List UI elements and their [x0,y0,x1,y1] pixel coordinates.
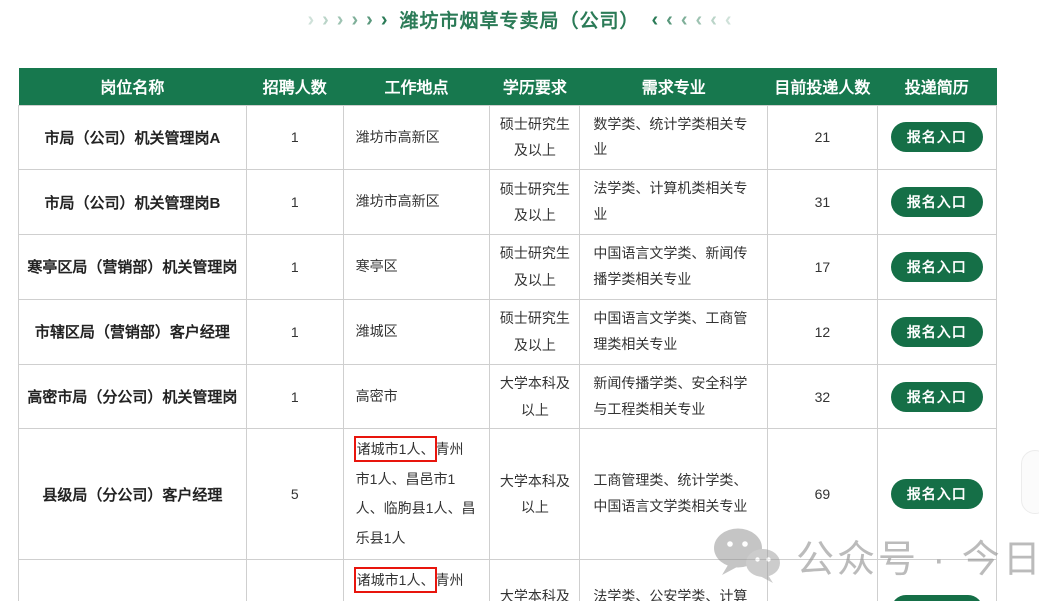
recruit-count: 1 [245,104,344,171]
work-location: 高密市 [342,363,491,430]
apply-button[interactable]: 报名入口 [890,251,983,282]
education-requirement: 大学本科及以上 [489,363,581,430]
location-text: 青州市1人、昌邑市1人、临朐县1人、昌乐县1人 [355,441,476,546]
table-header-row: 岗位名称 招聘人数 工作地点 学历要求 需求专业 目前投递人数 投递简历 [18,68,997,105]
column-header-position: 岗位名称 [18,68,247,105]
chevron-left-icon: ‹ [710,8,717,31]
work-location: 诸城市1人、青州市1人、寿光市1人、临朐县1人 [342,558,491,601]
position-name: 寒亭区局（营销部）机关管理岗 [18,234,247,300]
chevron-left-icon: ‹ [680,8,688,31]
chevron-right-icon: › [366,8,373,31]
education-requirement: 大学本科及以上 [489,428,581,560]
column-header-apply: 投递简历 [877,68,997,105]
work-location: 寒亭区 [342,234,491,300]
position-name: 县级局（分公司）稽查员 [18,558,247,601]
work-location: 潍坊市高新区 [342,104,491,171]
location-text: 寒亭区 [355,258,398,275]
required-majors: 中国语言文学类、工商管理类相关专业 [579,298,769,365]
chevron-left-icon: ‹ [666,8,673,31]
table-row: 县级局（分公司）稽查员 4 诸城市1人、青州市1人、寿光市1人、临朐县1人 大学… [18,558,998,601]
required-majors: 数学类、统计学类相关专业 [579,104,769,171]
jobs-table: 岗位名称 招聘人数 工作地点 学历要求 需求专业 目前投递人数 投递简历 市局（… [18,68,998,601]
applicant-count: 31 [767,169,878,236]
required-majors: 法学类、公安学类、计算机类相关专业 [579,558,769,601]
apply-button[interactable]: 报名入口 [890,122,983,153]
chevron-right-icon: › [322,8,329,31]
column-header-majors: 需求专业 [579,68,768,105]
table-row: 高密市局（分公司）机关管理岗 1 高密市 大学本科及以上 新闻传播学类、安全科学… [18,363,998,430]
work-location: 潍坊市高新区 [342,169,491,236]
apply-button[interactable]: 报名入口 [890,479,983,510]
chevron-left-icon: ‹ [695,8,703,31]
chevron-right-icon: › [380,8,388,31]
recruit-count: 1 [245,169,344,236]
position-name: 县级局（分公司）客户经理 [18,428,247,560]
apply-button[interactable]: 报名入口 [890,595,983,601]
work-location: 诸城市1人、青州市1人、昌邑市1人、临朐县1人、昌乐县1人 [342,428,491,560]
chevron-left-icon: ‹ [651,8,659,31]
applicant-count: 21 [767,104,878,171]
applicant-count: 69 [767,428,878,560]
table-row: 市局（公司）机关管理岗B 1 潍坊市高新区 硕士研究生及以上 法学类、计算机类相… [18,169,998,236]
page-title: 潍坊市烟草专卖局（公司） [399,11,640,32]
column-header-count: 招聘人数 [246,68,344,105]
position-name: 市局（公司）机关管理岗B [18,169,247,236]
title-bar: › › › › › › 潍坊市烟草专卖局（公司） ‹ ‹ ‹ ‹ ‹ ‹ [0,6,1039,33]
applicant-count: 12 [767,298,878,365]
recruit-count: 5 [245,428,344,560]
table-row: 县级局（分公司）客户经理 5 诸城市1人、青州市1人、昌邑市1人、临朐县1人、昌… [18,428,998,560]
education-requirement: 大学本科及以上 [489,558,581,601]
table-row: 市局（公司）机关管理岗A 1 潍坊市高新区 硕士研究生及以上 数学类、统计学类相… [18,104,998,171]
required-majors: 法学类、计算机类相关专业 [579,169,769,236]
applicant-count: 17 [767,234,878,300]
apply-button[interactable]: 报名入口 [890,316,983,347]
chevron-right-icon: › [307,8,315,31]
location-text: 潍城区 [355,323,398,340]
location-text: 潍坊市高新区 [355,128,440,145]
education-requirement: 硕士研究生及以上 [489,169,581,236]
applicant-count: 68 [767,558,878,601]
column-header-education: 学历要求 [489,68,580,105]
location-highlight: 诸城市1人、 [353,566,438,593]
position-name: 市辖区局（营销部）客户经理 [18,298,247,365]
position-name: 高密市局（分公司）机关管理岗 [18,363,247,430]
location-text: 潍坊市高新区 [355,193,440,210]
floating-widget[interactable] [1021,450,1039,514]
table-row: 寒亭区局（营销部）机关管理岗 1 寒亭区 硕士研究生及以上 中国语言文学类、新闻… [18,234,998,300]
location-text: 青州市1人、寿光市1人、临朐县1人 [435,571,464,588]
location-text: 高密市 [355,387,398,404]
education-requirement: 硕士研究生及以上 [489,234,581,300]
recruit-count: 1 [245,234,344,300]
applicant-count: 32 [767,363,878,430]
position-name: 市局（公司）机关管理岗A [18,104,247,171]
required-majors: 新闻传播学类、安全科学与工程类相关专业 [579,363,769,430]
chevron-left-icon: ‹ [724,8,732,31]
table-row: 市辖区局（营销部）客户经理 1 潍城区 硕士研究生及以上 中国语言文学类、工商管… [18,298,998,365]
work-location: 潍城区 [342,298,491,365]
required-majors: 工商管理类、统计学类、中国语言文学类相关专业 [579,428,769,560]
recruit-count: 1 [245,363,344,430]
recruit-count: 4 [245,558,344,601]
column-header-applicants: 目前投递人数 [767,68,878,105]
location-highlight: 诸城市1人、 [353,436,438,463]
chevron-right-icon: › [351,8,359,31]
recruit-count: 1 [245,298,344,365]
required-majors: 中国语言文学类、新闻传播学类相关专业 [579,234,769,300]
education-requirement: 硕士研究生及以上 [489,298,581,365]
apply-button[interactable]: 报名入口 [890,381,983,412]
column-header-location: 工作地点 [343,68,490,105]
chevron-right-icon: › [336,8,344,31]
apply-button[interactable]: 报名入口 [890,187,983,218]
education-requirement: 硕士研究生及以上 [489,104,581,171]
